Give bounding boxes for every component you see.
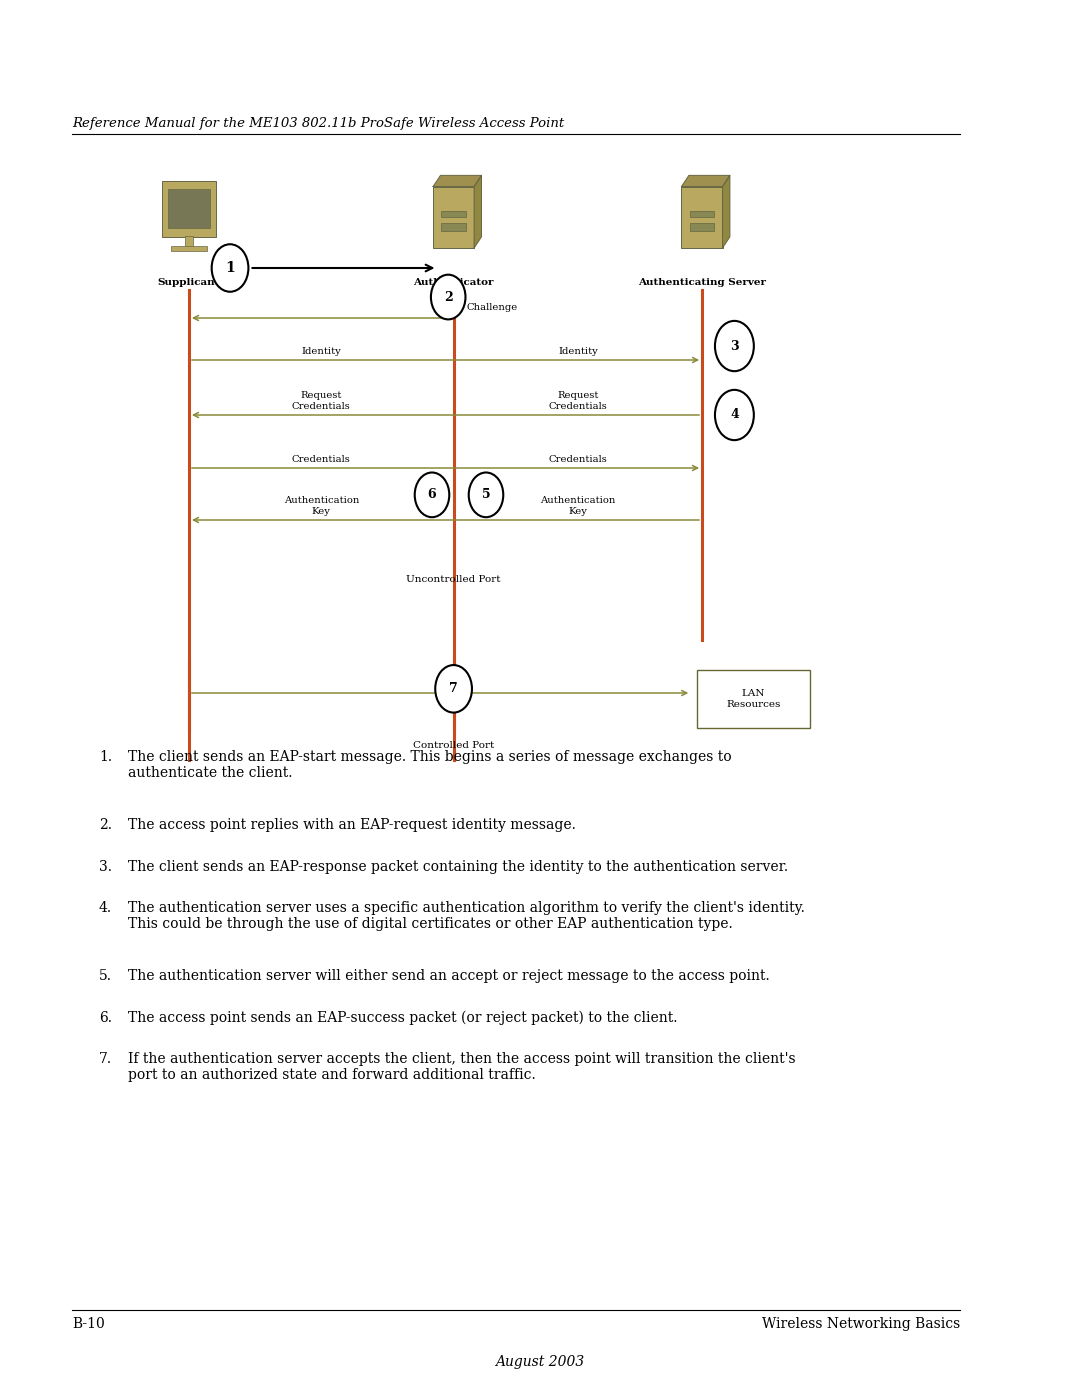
Text: 4: 4 — [730, 408, 739, 422]
Text: Authenticating Server: Authenticating Server — [638, 278, 766, 286]
Text: Credentials: Credentials — [292, 455, 351, 464]
Text: Controlled Port: Controlled Port — [413, 740, 495, 750]
Bar — [168, 190, 210, 229]
Text: Uncontrolled Port: Uncontrolled Port — [406, 576, 501, 584]
Text: Credentials: Credentials — [549, 455, 607, 464]
Text: The authentication server uses a specific authentication algorithm to verify the: The authentication server uses a specifi… — [129, 901, 805, 930]
Text: 6.: 6. — [99, 1010, 112, 1024]
Text: B-10: B-10 — [72, 1317, 105, 1331]
Text: The client sends an EAP-start message. This begins a series of message exchanges: The client sends an EAP-start message. T… — [129, 750, 731, 780]
Text: 7.: 7. — [99, 1052, 112, 1066]
Text: 3.: 3. — [99, 859, 112, 873]
Text: Wireless Networking Basics: Wireless Networking Basics — [761, 1317, 960, 1331]
Circle shape — [212, 244, 248, 292]
Text: Reference Manual for the ME103 802.11b ProSafe Wireless Access Point: Reference Manual for the ME103 802.11b P… — [72, 117, 564, 130]
Bar — [690, 224, 714, 232]
Text: 1.: 1. — [99, 750, 112, 764]
Text: Authenticator: Authenticator — [414, 278, 494, 286]
Text: Request
Credentials: Request Credentials — [549, 391, 607, 411]
Bar — [697, 669, 810, 728]
Text: 5: 5 — [482, 489, 490, 502]
Bar — [433, 187, 474, 249]
Text: Supplicant: Supplicant — [158, 278, 220, 286]
Text: Request
Credentials: Request Credentials — [292, 391, 351, 411]
Text: August 2003: August 2003 — [496, 1355, 584, 1369]
Bar — [442, 211, 465, 218]
Text: 7: 7 — [449, 682, 458, 696]
Bar — [681, 187, 723, 249]
Circle shape — [415, 472, 449, 517]
Text: If the authentication server accepts the client, then the access point will tran: If the authentication server accepts the… — [129, 1052, 796, 1081]
Text: 4.: 4. — [99, 901, 112, 915]
Polygon shape — [723, 176, 730, 249]
Bar — [162, 182, 216, 237]
Circle shape — [469, 472, 503, 517]
Text: Authentication
Key: Authentication Key — [540, 496, 616, 515]
Text: Authentication
Key: Authentication Key — [284, 496, 359, 515]
Text: 3: 3 — [730, 339, 739, 352]
Polygon shape — [474, 176, 482, 249]
Bar — [442, 224, 465, 232]
Text: LAN
Resources: LAN Resources — [726, 689, 781, 708]
Text: 2.: 2. — [99, 819, 112, 833]
Text: 6: 6 — [428, 489, 436, 502]
Text: Identity: Identity — [301, 346, 341, 356]
Circle shape — [715, 390, 754, 440]
Circle shape — [431, 275, 465, 320]
Text: The access point replies with an EAP-request identity message.: The access point replies with an EAP-req… — [129, 819, 576, 833]
Text: The authentication server will either send an accept or reject message to the ac: The authentication server will either se… — [129, 970, 770, 983]
Polygon shape — [433, 176, 482, 187]
Text: The client sends an EAP-response packet containing the identity to the authentic: The client sends an EAP-response packet … — [129, 859, 788, 873]
Bar — [690, 211, 714, 218]
Bar — [171, 246, 207, 251]
Text: Challenge: Challenge — [467, 303, 517, 313]
Bar — [185, 236, 193, 249]
Circle shape — [715, 321, 754, 372]
Polygon shape — [681, 176, 730, 187]
Text: 5.: 5. — [99, 970, 112, 983]
Text: 1: 1 — [225, 261, 235, 275]
Text: 2: 2 — [444, 291, 453, 303]
Text: Identity: Identity — [558, 346, 597, 356]
Text: The access point sends an EAP-success packet (or reject packet) to the client.: The access point sends an EAP-success pa… — [129, 1010, 677, 1025]
Circle shape — [435, 665, 472, 712]
